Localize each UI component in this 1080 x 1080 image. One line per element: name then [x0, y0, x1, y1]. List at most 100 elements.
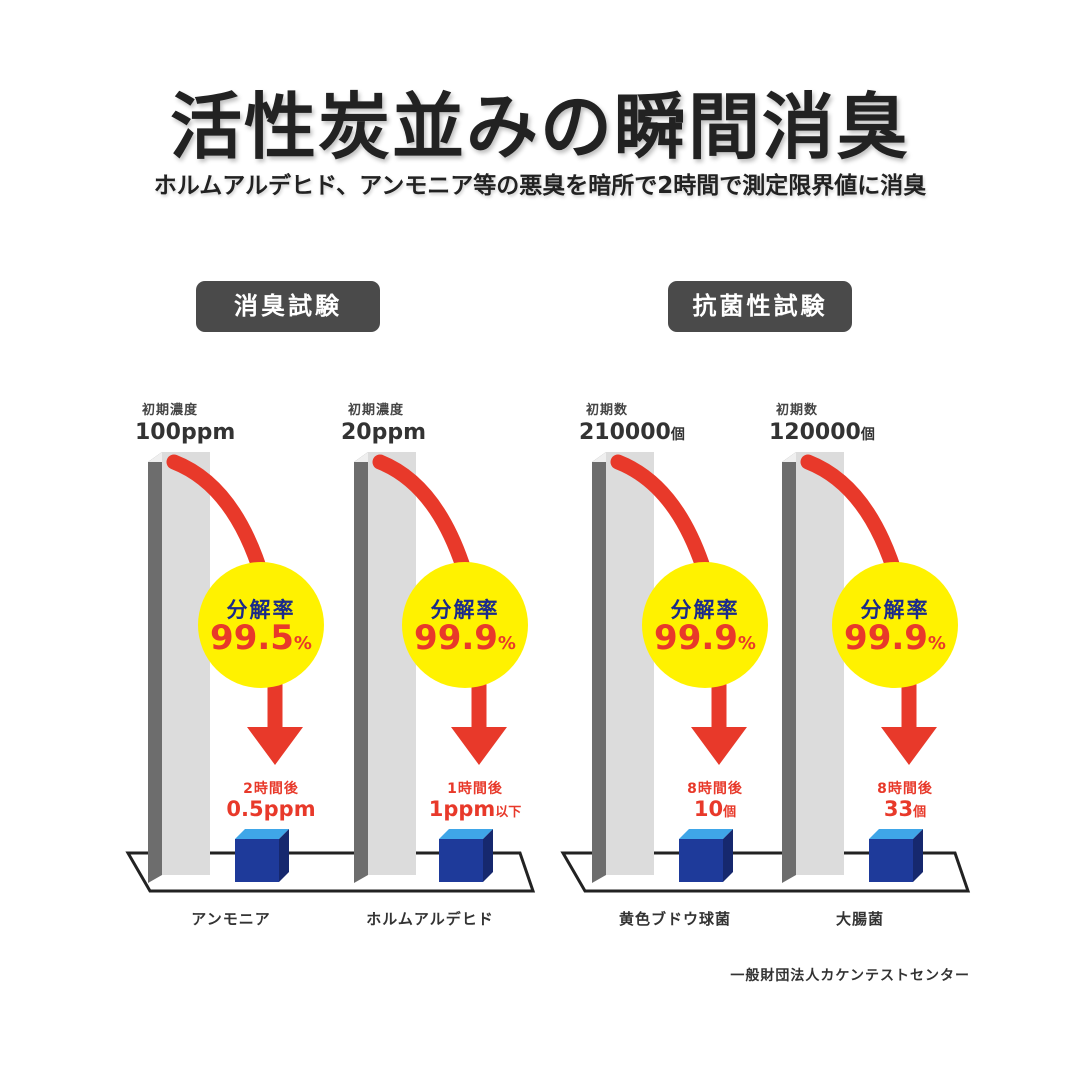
initial-bar-side: [592, 452, 606, 883]
remaining-cube-front: [869, 839, 913, 882]
initial-value-number: 20: [341, 420, 372, 445]
reduction-rate-value: 99.5%: [198, 618, 324, 658]
initial-bar-side: [782, 452, 796, 883]
reduction-rate-unit: %: [497, 633, 516, 654]
reduction-rate-label: 分解率: [198, 594, 324, 624]
decrease-arrow-head: [881, 727, 937, 765]
initial-value-unit: 個: [670, 427, 685, 443]
reduction-rate-label: 分解率: [832, 594, 958, 624]
category-label: アンモニア: [141, 908, 321, 929]
initial-value: 20ppm: [341, 420, 426, 445]
after-time-label-text: 2時間後: [243, 781, 299, 797]
remaining-cube-top: [679, 829, 733, 839]
decrease-arrow-head: [691, 727, 747, 765]
initial-label-text: 初期数: [776, 403, 819, 418]
reduction-rate-unit: %: [737, 633, 756, 654]
group-badge-deodorant: 消臭試験: [196, 281, 380, 332]
group-badge-antibacterial: 抗菌性試験: [668, 281, 852, 332]
initial-value: 120000個: [769, 420, 875, 445]
reduction-rate-label-text: 分解率: [860, 598, 930, 622]
remaining-cube-side: [279, 829, 289, 882]
after-value-number: 1: [428, 797, 444, 821]
initial-value-number: 100: [135, 420, 181, 445]
after-value-unit: ppm: [443, 797, 496, 821]
category-label: 大腸菌: [770, 908, 950, 929]
after-time-label: 8時間後: [835, 778, 975, 798]
initial-value-number: 120000: [769, 420, 861, 445]
initial-label-text: 初期数: [586, 403, 629, 418]
after-value-unit: ppm: [263, 797, 316, 821]
reduction-circle: [198, 562, 324, 688]
remaining-cube-front: [679, 839, 723, 882]
category-label: ホルムアルデヒド: [340, 908, 520, 929]
reduction-rate-label: 分解率: [642, 594, 768, 624]
after-value: 10個: [645, 797, 785, 821]
category-label-text: ホルムアルデヒド: [366, 910, 494, 928]
after-value: 1ppm以下: [405, 797, 545, 821]
reduction-rate-unit: %: [293, 633, 312, 654]
initial-bar-front: [796, 452, 844, 875]
remaining-cube-side: [723, 829, 733, 882]
initial-label: 初期濃度: [348, 399, 404, 418]
reduction-rate-number: 99.9: [844, 618, 928, 658]
remaining-cube-side: [483, 829, 493, 882]
category-label-text: アンモニア: [191, 910, 271, 928]
after-time-label: 1時間後: [405, 778, 545, 798]
initial-label: 初期数: [776, 399, 818, 418]
after-value: 33個: [835, 797, 975, 821]
remaining-cube-top: [235, 829, 289, 839]
initial-label: 初期濃度: [142, 399, 198, 418]
reduction-rate-label: 分解率: [402, 594, 528, 624]
reduction-circle: [402, 562, 528, 688]
reduction-rate-value: 99.9%: [642, 618, 768, 658]
after-value-unit: 個: [913, 805, 927, 820]
initial-label-text: 初期濃度: [142, 403, 199, 418]
reduction-rate-value: 99.9%: [832, 618, 958, 658]
after-time-label-text: 8時間後: [687, 781, 743, 797]
initial-label-text: 初期濃度: [348, 403, 405, 418]
decrease-arrow-head: [247, 727, 303, 765]
category-label-text: 黄色ブドウ球菌: [618, 910, 731, 928]
page-subtitle: ホルムアルデヒド、アンモニア等の悪臭を暗所で2時間で測定限界値に消臭: [153, 173, 927, 199]
source-credit: 一般財団法人カケンテストセンター: [730, 968, 970, 984]
reduction-rate-unit: %: [927, 633, 946, 654]
reduction-rate-label-text: 分解率: [226, 598, 296, 622]
initial-bar-side: [148, 452, 162, 883]
category-label-text: 大腸菌: [835, 910, 884, 928]
initial-bar-front: [606, 452, 654, 875]
reduction-circle: [642, 562, 768, 688]
reduction-circle: [832, 562, 958, 688]
page-title: 活性炭並みの瞬間消臭: [169, 84, 910, 169]
initial-value: 210000個: [579, 420, 685, 445]
remaining-cube-side: [913, 829, 923, 882]
initial-value-unit: ppm: [371, 420, 427, 445]
after-value-number: 10: [693, 797, 724, 821]
category-label: 黄色ブドウ球菌: [585, 908, 765, 929]
after-value-suffix: 以下: [495, 805, 522, 820]
reduction-rate-number: 99.9: [654, 618, 738, 658]
after-value-number: 0.5: [226, 797, 264, 821]
reduction-rate-value: 99.9%: [402, 618, 528, 658]
reduction-rate-number: 99.5: [210, 618, 294, 658]
after-value-number: 33: [883, 797, 914, 821]
remaining-cube-top: [869, 829, 923, 839]
reduction-rate-label-text: 分解率: [430, 598, 500, 622]
initial-bar-side: [354, 452, 368, 883]
after-value: 0.5ppm: [201, 797, 341, 821]
reduction-rate-label-text: 分解率: [670, 598, 740, 622]
initial-value-unit: ppm: [180, 420, 236, 445]
after-time-label-text: 8時間後: [877, 781, 933, 797]
remaining-cube-top: [439, 829, 493, 839]
remaining-cube-front: [235, 839, 279, 882]
remaining-cube-front: [439, 839, 483, 882]
initial-bar-front: [162, 452, 210, 875]
after-value-unit: 個: [723, 805, 737, 820]
initial-label: 初期数: [586, 399, 628, 418]
initial-value: 100ppm: [135, 420, 235, 445]
after-time-label: 8時間後: [645, 778, 785, 798]
initial-bar-front: [368, 452, 416, 875]
decrease-arrow-head: [451, 727, 507, 765]
after-time-label-text: 1時間後: [447, 781, 503, 797]
reduction-rate-number: 99.9: [414, 618, 498, 658]
